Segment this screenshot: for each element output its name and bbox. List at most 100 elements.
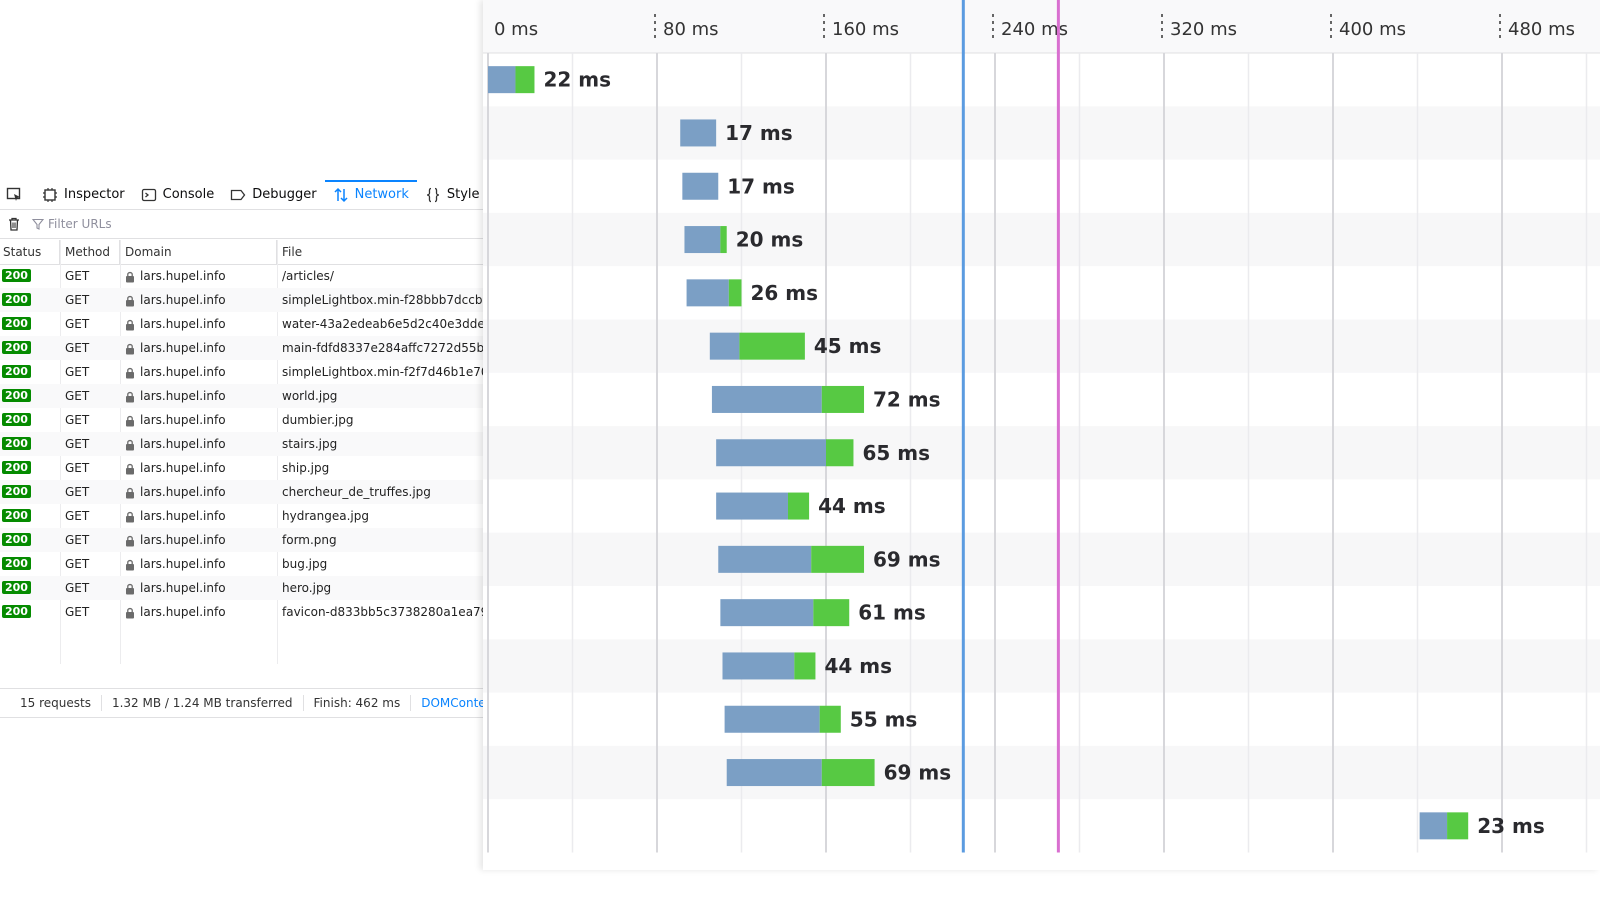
finish-time: Finish: 462 ms [304, 695, 412, 711]
lock-icon [126, 271, 134, 282]
request-row[interactable]: 200 GET lars.hupel.info water-43a2edeab6e5d… [0, 312, 483, 336]
tick-label: 80 ms [663, 19, 719, 40]
status-badge: 200 [2, 365, 31, 378]
tab-style-editor[interactable]: Style Edito [417, 180, 483, 209]
receiving-bar [821, 759, 875, 787]
file-cell: favicon-d833bb5c3738280a1ea79c24 [282, 605, 483, 619]
method-cell: GET [65, 509, 90, 523]
row-stripe [483, 532, 1600, 586]
lock-icon [126, 343, 134, 354]
tab-inspector[interactable]: Inspector [34, 180, 133, 209]
waiting-bar [718, 545, 812, 573]
header-method[interactable]: Method [60, 240, 120, 264]
lock-icon [126, 535, 134, 546]
domain-cell: lars.hupel.info [125, 528, 277, 552]
domain-cell: lars.hupel.info [125, 336, 277, 360]
debugger-icon [231, 189, 246, 200]
method-cell: GET [65, 365, 90, 379]
receiving-bar [826, 439, 854, 467]
duration-label: 23 ms [1477, 814, 1545, 838]
tab-network[interactable]: Network [324, 180, 418, 209]
lock-icon [126, 415, 134, 426]
domain-text: lars.hupel.info [140, 413, 226, 427]
request-row[interactable]: 200 GET lars.hupel.info bug.jpg [0, 552, 483, 576]
method-cell: GET [65, 437, 90, 451]
request-row[interactable]: 200 GET lars.hupel.info world.jpg [0, 384, 483, 408]
tick-label: 320 ms [1170, 19, 1237, 40]
domain-text: lars.hupel.info [140, 437, 226, 451]
receiving-bar [728, 279, 742, 307]
file-cell: bug.jpg [282, 557, 328, 571]
duration-label: 69 ms [884, 761, 952, 785]
element-picker-button[interactable] [0, 180, 34, 209]
method-cell: GET [65, 317, 90, 331]
request-row[interactable]: 200 GET lars.hupel.info simpleLightbox.min-… [0, 288, 483, 312]
request-row[interactable]: 200 GET lars.hupel.info ship.jpg [0, 456, 483, 480]
duration-label: 61 ms [858, 601, 926, 625]
request-row[interactable]: 200 GET lars.hupel.info main-fdfd8337e284af… [0, 336, 483, 360]
tab-console[interactable]: Console [133, 180, 223, 209]
duration-label: 17 ms [727, 174, 795, 198]
status-badge: 200 [2, 389, 31, 402]
method-cell: GET [65, 461, 90, 475]
status-cell: 200 [0, 264, 60, 288]
waiting-bar [682, 172, 719, 200]
status-badge: 200 [2, 581, 31, 594]
timeline-waterfall[interactable]: 0 ms 80 ms 160 ms 240 ms 320 ms 400 ms 480 ms 2… [483, 0, 1600, 870]
devtools-panel: Inspector Console Debugger Network [0, 0, 483, 900]
domain-text: lars.hupel.info [140, 341, 226, 355]
duration-label: 22 ms [543, 68, 611, 92]
domain-cell: lars.hupel.info [125, 600, 277, 624]
status-cell: 200 [0, 288, 60, 312]
status-badge: 200 [2, 413, 31, 426]
request-row[interactable]: 200 GET lars.hupel.info dumbier.jpg [0, 408, 483, 432]
status-badge: 200 [2, 317, 31, 330]
method-cell: GET [65, 293, 90, 307]
file-cell: simpleLightbox.min-f28bbb7dccb272 [282, 293, 483, 307]
request-row[interactable]: 200 GET lars.hupel.info chercheur_de_truffe… [0, 480, 483, 504]
filter-icon [32, 218, 44, 230]
waiting-bar [720, 599, 814, 627]
request-row[interactable]: 200 GET lars.hupel.info simpleLightbox.min-… [0, 360, 483, 384]
request-row[interactable]: 200 GET lars.hupel.info hero.jpg [0, 576, 483, 600]
request-row[interactable]: 200 GET lars.hupel.info favicon-d833bb5c373… [0, 600, 483, 624]
waiting-bar [680, 119, 717, 147]
duration-label: 20 ms [736, 228, 804, 252]
row-stripe [483, 745, 1600, 800]
status-badge: 200 [2, 605, 31, 618]
domain-text: lars.hupel.info [140, 485, 226, 499]
receiving-bar [515, 66, 535, 94]
request-row[interactable]: 200 GET lars.hupel.info/articles/ [0, 264, 483, 288]
row-stripe [483, 106, 1600, 160]
request-row[interactable]: 200 GET lars.hupel.info hydrangea.jpg [0, 504, 483, 528]
filter-urls-input[interactable]: Filter URLs [48, 217, 112, 231]
console-icon [141, 188, 156, 201]
request-row[interactable]: 200 GET lars.hupel.info form.png [0, 528, 483, 552]
domain-text: lars.hupel.info [140, 365, 226, 379]
status-cell: 200 [0, 312, 60, 336]
dom-content-loaded-time: DOMContentLoa [421, 696, 483, 710]
status-badge: 200 [2, 533, 31, 546]
request-row[interactable]: 200 GET lars.hupel.info stairs.jpg [0, 432, 483, 456]
filter-bar: Filter URLs [0, 210, 483, 239]
request-count: 15 requests [10, 695, 102, 711]
receiving-bar [811, 545, 865, 573]
lock-icon [126, 583, 134, 594]
tab-debugger[interactable]: Debugger [222, 180, 324, 209]
waiting-bar [1419, 812, 1448, 840]
domain-cell: lars.hupel.info [125, 408, 277, 432]
status-badge: 200 [2, 269, 31, 282]
header-status[interactable]: Status [0, 240, 60, 264]
trash-icon[interactable] [6, 216, 22, 232]
header-file[interactable]: File [282, 245, 303, 259]
header-domain[interactable]: Domain [120, 240, 277, 264]
status-cell: 200 [0, 528, 60, 552]
tick-label: 0 ms [494, 19, 538, 40]
waiting-bar [716, 492, 788, 520]
status-cell: 200 [0, 432, 60, 456]
file-cell: ship.jpg [282, 461, 330, 475]
domain-cell: lars.hupel.info [125, 312, 277, 336]
row-stripe [483, 212, 1600, 267]
file-cell: water-43a2edeab6e5d2c40e3dde14d [282, 317, 483, 331]
domain-text: lars.hupel.info [140, 293, 226, 307]
